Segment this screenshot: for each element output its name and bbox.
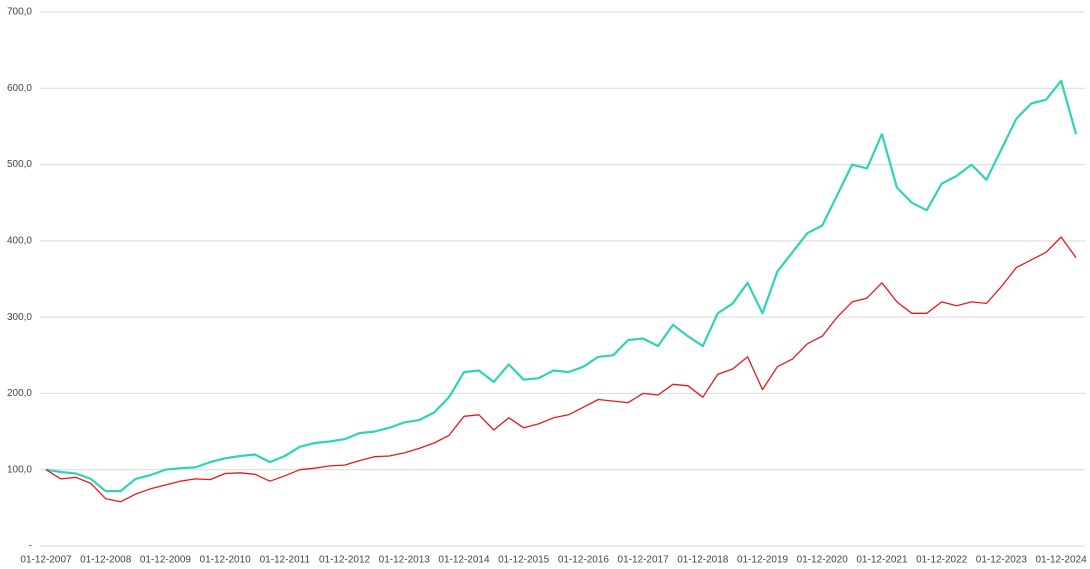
x-tick-label: 01-12-2013	[379, 555, 431, 566]
y-tick-label: 600,0	[7, 83, 32, 94]
y-tick-label: 400,0	[7, 235, 32, 246]
x-tick-label: 01-12-2018	[677, 555, 729, 566]
x-tick-label: 01-12-2022	[916, 555, 968, 566]
x-tick-label: 01-12-2009	[140, 555, 192, 566]
x-tick-label: 01-12-2008	[80, 555, 132, 566]
series-line	[45, 79, 1078, 493]
y-tick-label: 200,0	[7, 388, 32, 399]
x-tick-label: 01-12-2019	[737, 555, 789, 566]
y-tick-label: 300,0	[7, 312, 32, 323]
x-tick-label: 01-12-2016	[558, 555, 610, 566]
x-tick-label: 01-12-2015	[498, 555, 550, 566]
x-tick-label: 01-12-2017	[618, 555, 670, 566]
x-tick-label: 01-12-2023	[976, 555, 1028, 566]
y-tick-label: 100,0	[7, 464, 32, 475]
series-line	[45, 236, 1077, 503]
x-tick-label: 01-12-2010	[200, 555, 252, 566]
x-tick-label: 01-12-2012	[319, 555, 371, 566]
y-tick-label: -	[29, 541, 32, 552]
x-tick-label: 01-12-2024	[1035, 555, 1087, 566]
x-tick-label: 01-12-2021	[856, 555, 908, 566]
x-tick-label: 01-12-2011	[260, 555, 311, 566]
x-tick-label: 01-12-2014	[438, 555, 490, 566]
y-tick-label: 500,0	[7, 159, 32, 170]
y-tick-label: 700,0	[7, 7, 32, 18]
x-tick-label: 01-12-2020	[797, 555, 849, 566]
x-tick-label: 01-12-2007	[20, 555, 72, 566]
